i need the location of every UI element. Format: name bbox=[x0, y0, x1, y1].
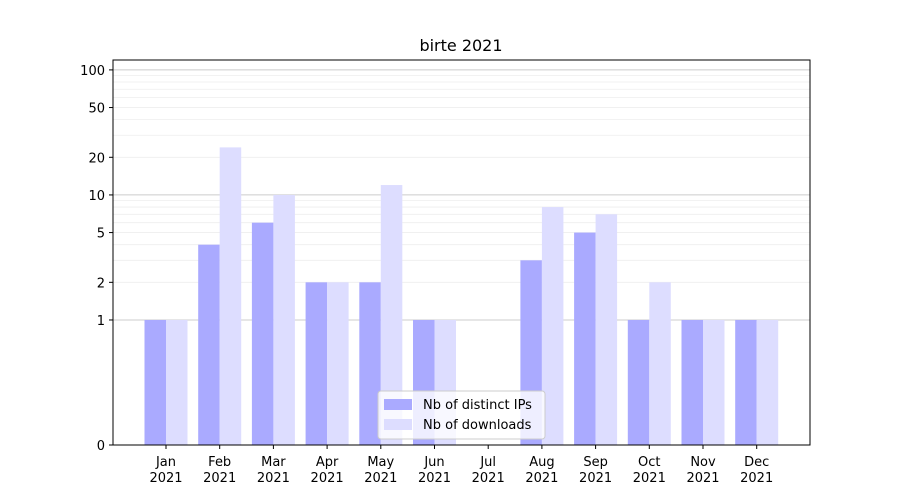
bar-distinct-ips bbox=[627, 319, 650, 445]
x-tick-label: Apr 2021 bbox=[311, 455, 344, 486]
bar-downloads bbox=[703, 319, 725, 445]
x-tick-label: Jan 2021 bbox=[149, 455, 182, 486]
y-axis-ticks: 0 1 2 5 10 20 50 100 bbox=[80, 64, 113, 454]
bar-distinct-ips bbox=[251, 222, 274, 445]
bar-downloads bbox=[541, 207, 564, 445]
x-tick-label: Sep 2021 bbox=[579, 455, 612, 486]
x-tick-label: Feb 2021 bbox=[203, 455, 236, 486]
x-tick-label: Jul 2021 bbox=[472, 455, 505, 486]
bar-downloads bbox=[219, 147, 242, 446]
legend-box bbox=[377, 390, 546, 440]
x-tick-label: Oct 2021 bbox=[633, 455, 666, 486]
y-tick-label: 10 bbox=[88, 189, 105, 204]
bar-distinct-ips bbox=[144, 319, 166, 445]
chart-title: birte 2021 bbox=[419, 36, 502, 55]
bar-distinct-ips bbox=[574, 232, 596, 445]
x-tick-label: Jun 2021 bbox=[418, 455, 451, 486]
y-tick-label: 20 bbox=[88, 151, 105, 166]
bar-downloads bbox=[649, 282, 671, 445]
bar-downloads bbox=[380, 185, 403, 445]
legend-label: Nb of downloads bbox=[423, 418, 532, 433]
y-tick-label: 5 bbox=[97, 227, 105, 242]
legend-swatch bbox=[384, 419, 412, 430]
x-tick-label: Mar 2021 bbox=[257, 455, 290, 486]
bar-downloads bbox=[166, 319, 188, 445]
bar-downloads bbox=[327, 282, 349, 445]
bar-distinct-ips bbox=[681, 319, 703, 445]
y-tick-label: 2 bbox=[97, 276, 105, 291]
bar-distinct-ips bbox=[198, 244, 220, 445]
plot-frame bbox=[112, 59, 811, 446]
legend: Nb of distinct IPs Nb of downloads bbox=[377, 390, 546, 440]
legend-swatch bbox=[384, 399, 412, 410]
bar-downloads bbox=[756, 319, 779, 445]
x-tick-label: Aug 2021 bbox=[525, 455, 558, 486]
x-tick-label: May 2021 bbox=[364, 455, 397, 486]
y-tick-label: 1 bbox=[97, 314, 105, 329]
y-tick-label: 0 bbox=[97, 439, 105, 454]
bar-downloads bbox=[595, 214, 618, 445]
y-tick-label: 100 bbox=[80, 64, 105, 79]
bar-distinct-ips bbox=[305, 282, 328, 445]
bar-distinct-ips bbox=[359, 282, 381, 445]
x-tick-label: Dec 2021 bbox=[740, 455, 773, 486]
y-tick-label: 50 bbox=[88, 102, 105, 117]
x-tick-label: Nov 2021 bbox=[686, 455, 719, 486]
x-axis-ticks: Jan 2021 Feb 2021 Mar 2021 Apr 2021 May 2021 Jun 20… bbox=[149, 445, 773, 486]
bar-distinct-ips bbox=[735, 319, 757, 445]
legend-label: Nb of distinct IPs bbox=[423, 398, 532, 413]
bar-downloads bbox=[273, 194, 295, 445]
